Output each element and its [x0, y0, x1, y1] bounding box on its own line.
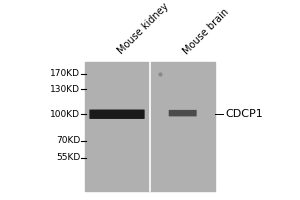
FancyBboxPatch shape — [169, 110, 197, 116]
Text: 70KD: 70KD — [56, 136, 80, 145]
Text: Mouse kidney: Mouse kidney — [116, 1, 170, 56]
Text: 100KD: 100KD — [50, 110, 80, 119]
FancyBboxPatch shape — [89, 110, 145, 119]
Bar — [85, 62, 215, 191]
Text: CDCP1: CDCP1 — [226, 109, 263, 119]
Text: 130KD: 130KD — [50, 85, 80, 94]
Text: 55KD: 55KD — [56, 153, 80, 162]
Text: Mouse brain: Mouse brain — [181, 7, 231, 56]
Text: 170KD: 170KD — [50, 69, 80, 78]
